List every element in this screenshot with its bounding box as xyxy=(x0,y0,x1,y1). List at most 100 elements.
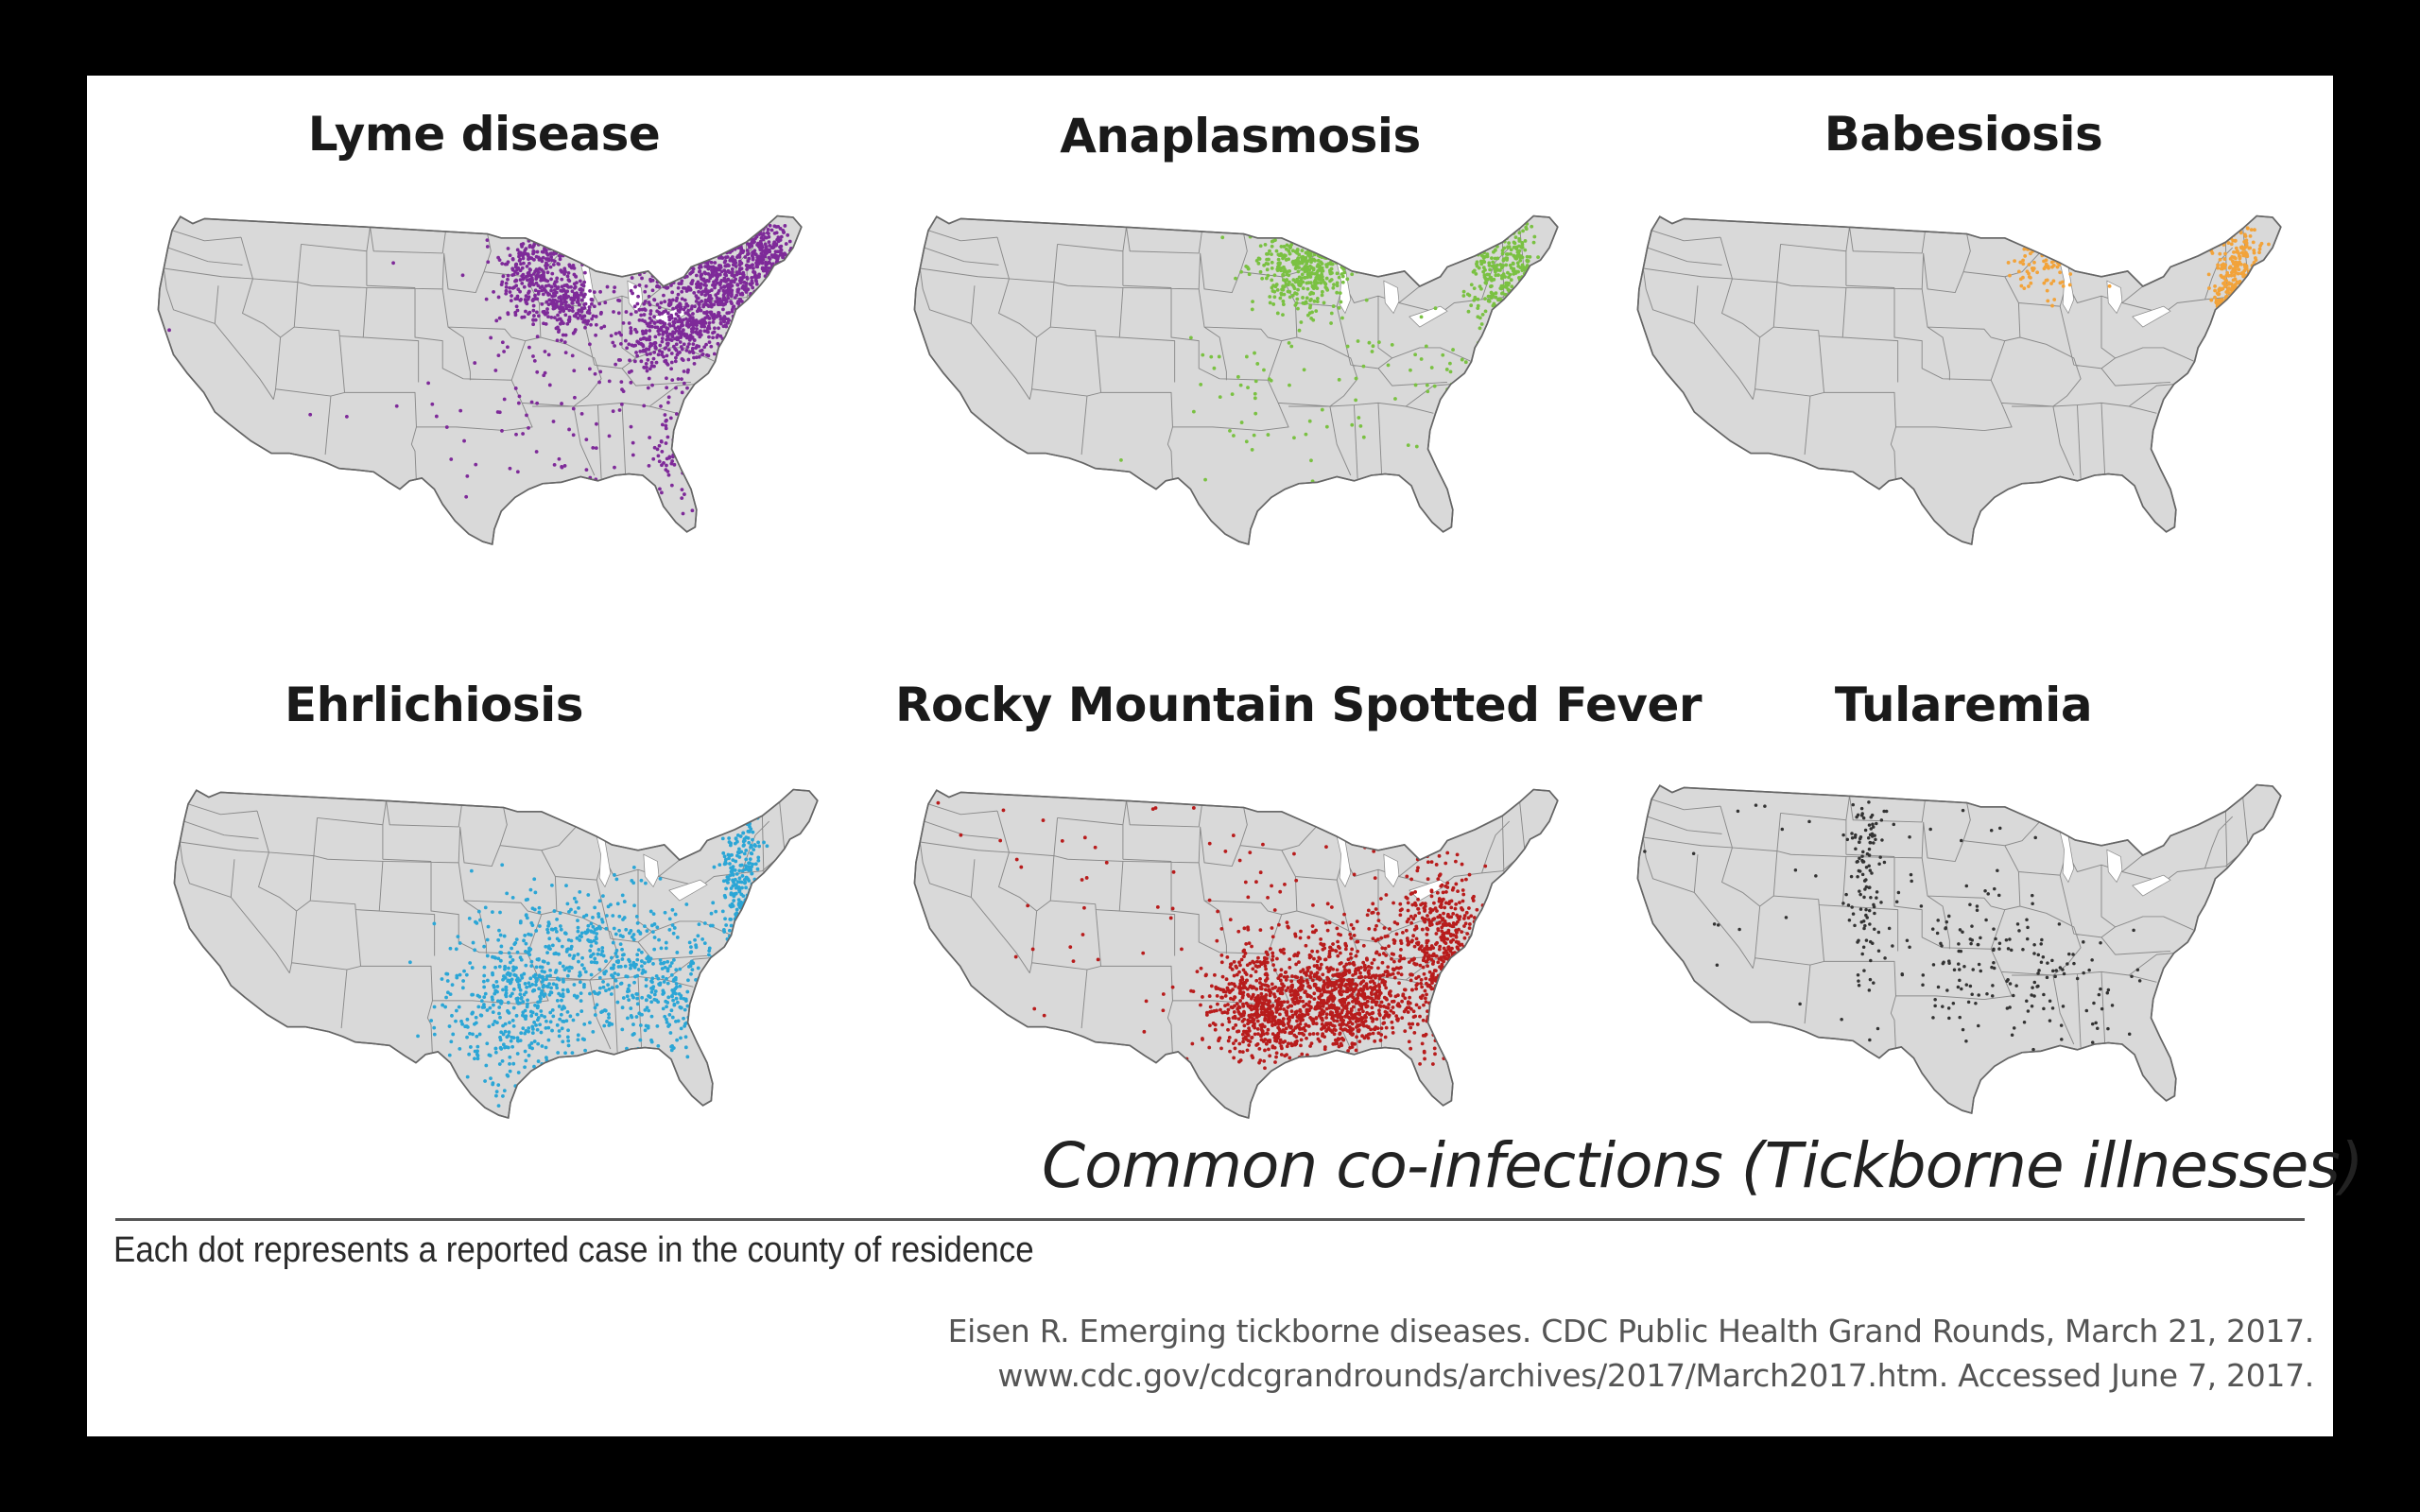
case-dot xyxy=(497,410,502,415)
case-dot xyxy=(697,344,701,349)
case-dot xyxy=(1497,323,1502,328)
case-dot xyxy=(652,315,656,319)
case-dot xyxy=(689,971,693,976)
case-dot xyxy=(2247,295,2252,300)
case-dot xyxy=(749,300,753,304)
case-dot xyxy=(1501,258,1506,263)
case-dot xyxy=(535,272,540,277)
case-dot xyxy=(1357,416,1361,420)
case-dot xyxy=(1354,376,1358,381)
case-dot xyxy=(1424,344,1428,349)
case-dot xyxy=(701,252,706,257)
case-dot xyxy=(1518,292,1523,297)
case-dot xyxy=(1461,289,1466,294)
case-dot xyxy=(737,263,742,267)
case-dot xyxy=(560,465,564,470)
case-dot xyxy=(668,1031,673,1035)
case-dot xyxy=(687,342,691,346)
case-dot xyxy=(683,1035,688,1040)
case-dot xyxy=(553,971,558,974)
case-dot xyxy=(1493,248,1497,252)
case-dot xyxy=(800,966,804,971)
case-dot xyxy=(2243,299,2248,302)
case-dot xyxy=(646,1024,650,1028)
case-dot xyxy=(590,298,595,302)
case-dot xyxy=(2078,251,2083,256)
case-dot xyxy=(678,984,683,988)
case-dot xyxy=(597,301,602,306)
case-dot xyxy=(2230,303,2235,308)
case-dot xyxy=(456,935,460,939)
case-dot xyxy=(1493,310,1497,315)
case-dot xyxy=(1300,272,1305,277)
case-dot xyxy=(1448,369,1453,374)
case-dot xyxy=(1393,397,1397,401)
case-dot xyxy=(1493,269,1497,274)
case-dot xyxy=(743,237,748,242)
case-dot xyxy=(573,395,577,400)
case-dot xyxy=(545,242,550,247)
case-dot xyxy=(1278,1012,1282,1017)
case-dot xyxy=(1497,237,1502,241)
case-dot xyxy=(740,326,745,331)
case-dot xyxy=(730,309,735,314)
case-dot xyxy=(658,958,663,962)
case-dot xyxy=(735,799,738,803)
case-dot xyxy=(579,298,584,302)
case-dot xyxy=(557,262,561,266)
case-dot xyxy=(529,964,534,969)
case-dot xyxy=(565,973,570,978)
case-dot xyxy=(665,976,668,981)
case-dot xyxy=(505,891,510,896)
case-dot xyxy=(769,287,773,291)
case-dot xyxy=(680,488,684,492)
case-dot xyxy=(763,254,768,259)
case-dot xyxy=(689,316,694,320)
case-dot xyxy=(1490,264,1495,268)
case-dot xyxy=(532,907,537,912)
case-dot xyxy=(1491,260,1495,265)
case-dot xyxy=(548,947,552,952)
case-dot xyxy=(676,250,681,254)
case-dot xyxy=(470,966,475,970)
case-dot xyxy=(2242,282,2247,286)
case-dot xyxy=(635,921,640,925)
case-dot xyxy=(1515,249,1520,254)
case-dot xyxy=(720,968,725,971)
case-dot xyxy=(1356,228,1360,232)
case-dot xyxy=(496,353,501,358)
case-dot xyxy=(723,950,728,954)
case-dot xyxy=(1493,221,1497,226)
case-dot xyxy=(654,505,659,509)
case-dot xyxy=(505,1035,510,1040)
case-dot xyxy=(2067,283,2072,287)
case-dot xyxy=(1505,258,1509,262)
case-dot xyxy=(1324,424,1329,429)
case-dot xyxy=(757,306,762,311)
case-dot xyxy=(541,249,545,254)
case-dot xyxy=(744,322,748,327)
case-dot xyxy=(586,928,590,932)
case-dot xyxy=(519,298,523,301)
case-dot xyxy=(629,380,633,385)
case-dot xyxy=(502,350,506,353)
case-dot xyxy=(700,237,705,241)
case-dot xyxy=(691,342,696,347)
case-dot xyxy=(1512,301,1516,305)
case-dot xyxy=(2222,232,2226,236)
case-dot xyxy=(1516,254,1521,258)
case-dot xyxy=(723,240,728,244)
case-dot xyxy=(751,907,755,912)
case-dot xyxy=(530,1031,535,1035)
case-dot xyxy=(747,256,752,261)
case-dot xyxy=(674,524,679,529)
case-dot xyxy=(669,1048,674,1053)
case-dot xyxy=(707,953,711,957)
case-dot xyxy=(450,1013,454,1018)
case-dot xyxy=(556,325,560,330)
case-dot xyxy=(687,421,692,426)
case-dot xyxy=(492,289,495,294)
case-dot xyxy=(2243,284,2248,288)
case-dot xyxy=(558,304,562,309)
case-dot xyxy=(1323,234,1328,239)
